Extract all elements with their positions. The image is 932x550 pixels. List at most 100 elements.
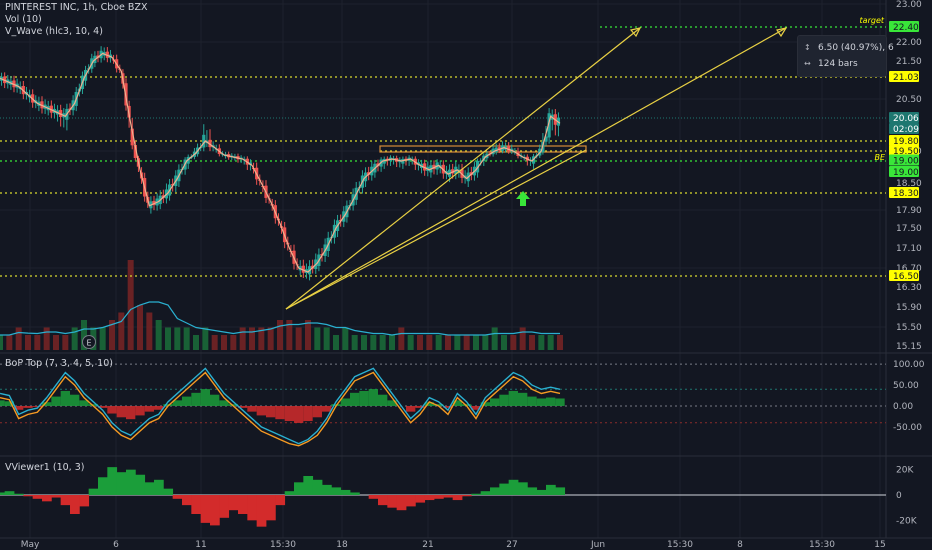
bop-histogram-bar <box>135 406 145 416</box>
volume-bar <box>267 327 274 350</box>
volume-bar <box>491 327 498 350</box>
candle-body <box>547 113 551 138</box>
volume-bar <box>463 335 470 350</box>
vviewer-area-bar <box>191 495 202 514</box>
vviewer-area-bar <box>60 495 71 506</box>
volume-bar <box>454 335 461 350</box>
wave-title: V_Wave (hlc3, 10, 4) <box>5 26 103 37</box>
vviewer-area-bar <box>546 484 556 495</box>
bop-histogram-bar <box>415 406 425 408</box>
volume-bar <box>510 335 517 350</box>
time-tick: 21 <box>422 540 433 550</box>
bop-histogram-bar <box>434 404 444 406</box>
candle-body <box>401 158 405 164</box>
vviewer-area-bar <box>144 482 155 495</box>
vviewer-area-bar <box>424 495 435 501</box>
price-tag-bg <box>889 270 919 281</box>
vviewer-tick: -20K <box>896 516 918 526</box>
price-tag-bg <box>889 71 919 82</box>
price-tick: 15.15 <box>896 342 922 352</box>
symbol-title: PINTEREST INC, 1h, Cboe BZX <box>5 2 148 13</box>
volume-bar <box>351 335 358 350</box>
volume-bar <box>398 327 405 350</box>
bop-pane <box>0 363 886 447</box>
bop-histogram-bar <box>518 392 528 406</box>
candle-body <box>544 136 548 142</box>
bop-histogram-bar <box>210 394 220 406</box>
volume-bar <box>127 260 134 350</box>
volume-bar <box>109 320 115 350</box>
vviewer-area-bar <box>182 495 192 506</box>
volume-bar <box>370 335 377 350</box>
candle-body <box>301 265 305 273</box>
vviewer-area-bar <box>238 495 248 514</box>
volume-bar <box>211 335 218 350</box>
trend-lines[interactable] <box>285 27 788 310</box>
price-tick: 17.90 <box>896 206 922 216</box>
vviewer-area-bar <box>303 476 314 495</box>
lower-trend-line <box>285 27 787 310</box>
volume-bar <box>99 327 106 350</box>
bop-histogram-bar <box>284 406 294 422</box>
time-tick: 18 <box>336 540 348 550</box>
volume-bar <box>239 327 246 350</box>
time-tick: 15:30 <box>667 540 693 550</box>
time-axis: May 6 11 15:30 18 21 27 Jun 15:30 8 15:30 15 <box>0 537 932 550</box>
bop-tick: -50.00 <box>893 423 922 433</box>
bop-histogram-bar <box>116 406 126 418</box>
price-tag-label: 02:09 <box>893 125 919 135</box>
vviewer-area-bar <box>228 495 239 511</box>
time-tick: 15:30 <box>809 540 835 550</box>
bop-histogram-bar <box>163 404 173 406</box>
bop-histogram-bar <box>508 390 518 406</box>
price-tick: 17.50 <box>896 224 922 234</box>
bop-histogram-bar <box>387 400 397 406</box>
price-tick: 22.00 <box>896 38 922 48</box>
price-tick: 16.70 <box>896 264 922 274</box>
vviewer-area-bar <box>406 495 416 507</box>
price-tick: 15.90 <box>896 303 922 313</box>
time-tick: 6 <box>113 540 119 550</box>
price-tag-label: 21.03 <box>893 73 919 83</box>
bop-histogram-bar <box>256 406 266 416</box>
vviewer-area-bar <box>79 495 90 507</box>
price-tick: 18.50 <box>896 179 922 189</box>
volume-bar <box>379 335 386 350</box>
up-arrow-icon <box>516 191 530 206</box>
vviewer-area-bar <box>219 495 230 518</box>
range-icon: ↕ <box>804 43 811 52</box>
vviewer-area-bar <box>70 495 80 514</box>
wave-line <box>0 52 561 273</box>
bop-histogram-bar <box>443 406 453 408</box>
earnings-badge[interactable]: E <box>82 335 96 349</box>
bop-histogram-bar <box>359 390 369 406</box>
be-annotation: BE <box>874 153 885 162</box>
volume-bar <box>361 335 367 350</box>
vviewer-area-bar <box>322 484 332 495</box>
price-tick: 21.50 <box>896 57 922 67</box>
volume-bar <box>482 335 489 350</box>
bop-histogram-bar <box>350 392 360 406</box>
vviewer-area-bar <box>471 493 482 495</box>
time-tick: May <box>21 540 40 550</box>
price-tag-bg <box>889 166 919 177</box>
bop-histogram-bar <box>79 400 89 406</box>
bop-histogram-bar <box>471 406 481 410</box>
volume-bar <box>407 335 414 350</box>
candle-body <box>479 160 483 162</box>
volume-bar <box>435 335 442 350</box>
price-tag-bg <box>889 123 919 134</box>
volume-bar <box>155 320 162 350</box>
bop-histogram-bar <box>322 406 332 412</box>
candle-body <box>130 128 134 146</box>
vviewer-area-bar <box>396 495 407 511</box>
bop-histogram-bar <box>0 400 5 406</box>
vviewer-area-bar <box>443 495 454 498</box>
bop-tick: 100.00 <box>893 360 925 370</box>
volume-bar <box>71 327 78 350</box>
volume-bar <box>146 312 153 350</box>
volume-bar <box>557 335 563 350</box>
vviewer-tick: 20K <box>896 466 914 476</box>
vviewer-area-bar <box>14 493 24 495</box>
